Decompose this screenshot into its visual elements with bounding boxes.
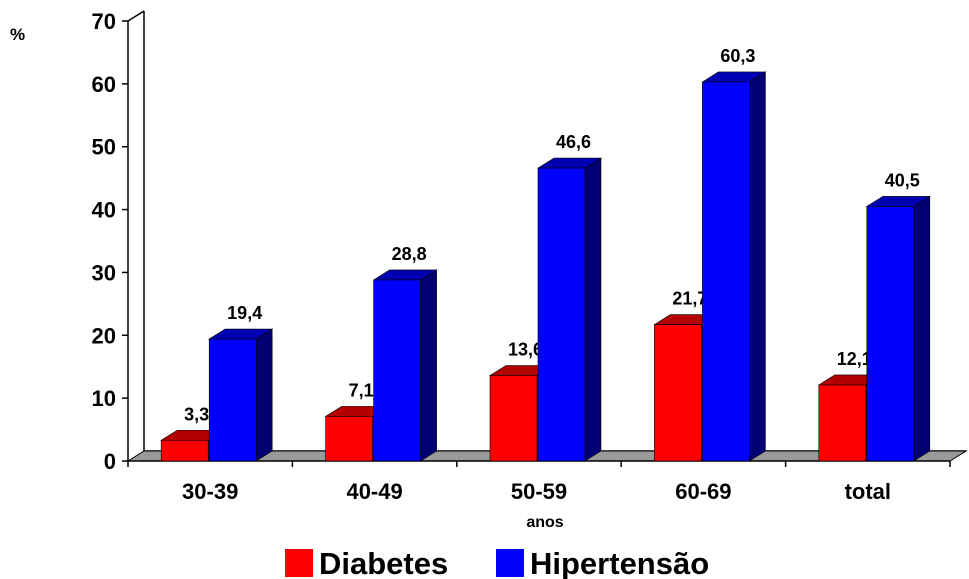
legend: Diabetes Hipertensão — [285, 546, 709, 579]
x-tick-label: total — [845, 479, 891, 504]
y-tick-label: 60 — [92, 72, 116, 97]
data-label: 28,8 — [392, 244, 427, 264]
x-tick-label: 60-69 — [675, 479, 731, 504]
data-label: 7,1 — [349, 380, 374, 400]
bar-side — [255, 328, 273, 462]
bar-side — [420, 269, 437, 462]
data-label: 19,4 — [227, 303, 262, 323]
bar — [489, 375, 538, 462]
data-label: 3,3 — [184, 404, 209, 424]
bar — [702, 81, 750, 462]
bar — [537, 167, 586, 462]
y-tick-label: 0 — [104, 449, 116, 474]
legend-swatch-hipertensao — [496, 549, 524, 577]
x-axis-label: anos — [526, 514, 563, 531]
y-tick-label: 20 — [92, 323, 116, 348]
y-tick-label: 50 — [92, 135, 116, 160]
data-label: 46,6 — [556, 132, 591, 152]
bar — [866, 206, 915, 462]
bar — [654, 324, 702, 462]
y-tick-label: 70 — [92, 9, 116, 34]
y-tick-label: 40 — [92, 198, 116, 223]
y-tick-label: 30 — [92, 260, 116, 285]
legend-swatch-diabetes — [285, 549, 313, 577]
plot-area: 0 10 20 30 40 50 60 70 30-39 40-49 50-59 60-69 total… — [92, 9, 968, 504]
data-label: 40,5 — [885, 170, 920, 190]
y-tick-label: 10 — [92, 386, 116, 411]
bar-side — [749, 71, 766, 462]
bar — [208, 338, 257, 462]
x-tick-label: 50-59 — [511, 479, 567, 504]
bar — [325, 416, 373, 462]
bar-side — [584, 157, 602, 462]
x-tick-label: 40-49 — [346, 479, 402, 504]
bar — [160, 439, 209, 462]
y-axis-label: % — [10, 25, 25, 44]
y-axis-depth — [127, 10, 145, 22]
data-label: 21,7 — [672, 289, 707, 309]
data-label: 13,6 — [508, 340, 543, 360]
x-tick-label: 30-39 — [182, 479, 238, 504]
bar — [373, 279, 421, 462]
bar-side — [913, 195, 931, 462]
bar — [818, 384, 867, 462]
legend-label-diabetes: Diabetes — [319, 546, 448, 579]
legend-label-hipertensao: Hipertensão — [530, 546, 709, 579]
data-label: 12,1 — [837, 349, 872, 369]
data-label: 60,3 — [720, 46, 755, 66]
